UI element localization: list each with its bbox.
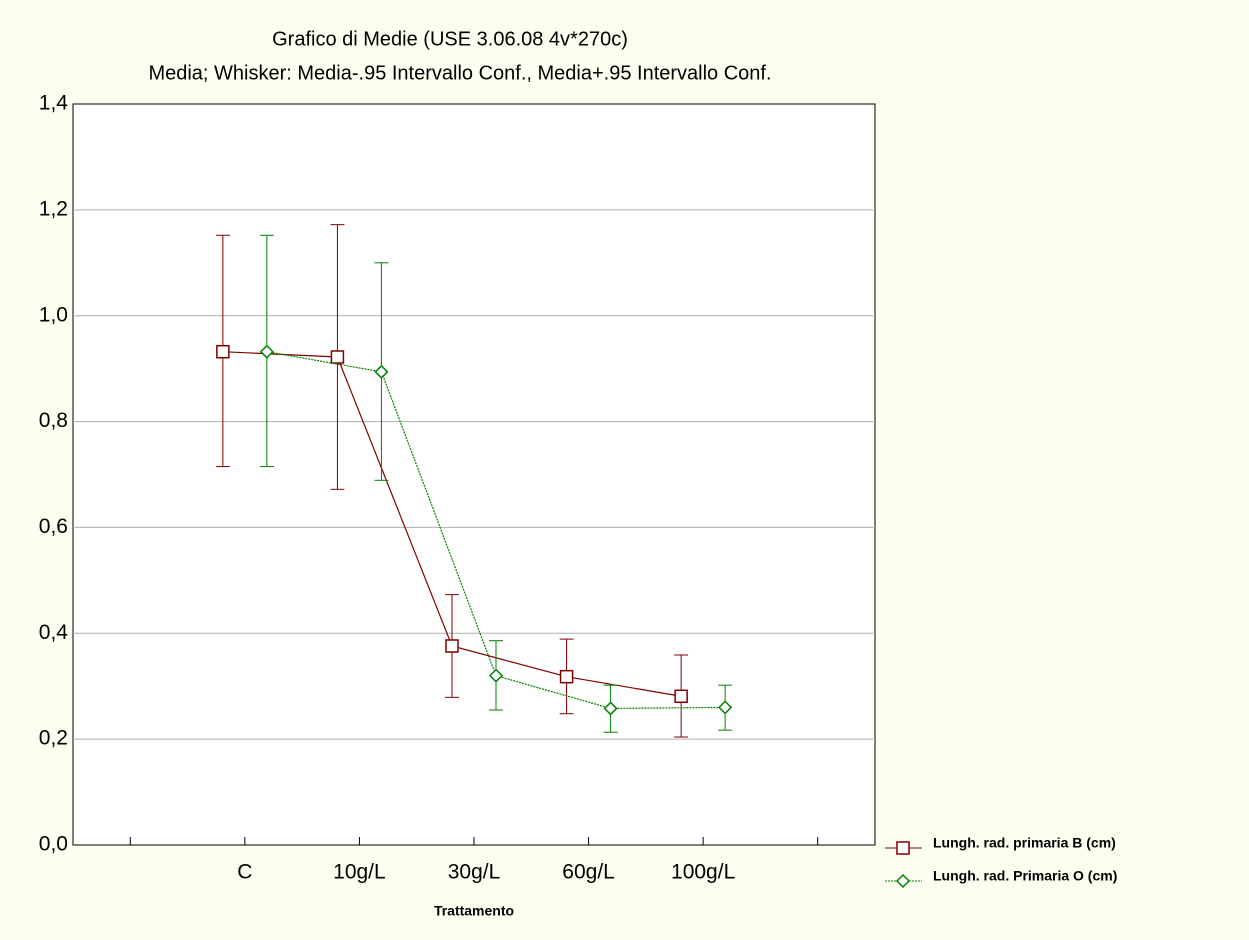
chart-title: Grafico di Medie (USE 3.06.08 4v*270c) [272,28,628,50]
x-tick-label: 10g/L [333,861,386,884]
point [259,344,274,359]
x-tick-label: 30g/L [448,861,501,884]
y-tick-label: 0,4 [39,621,69,644]
y-tick-label: 0,2 [39,727,68,750]
legend-marker [895,873,911,889]
x-tick-label: C [237,861,252,884]
x-axis-label: Trattamento [434,903,514,919]
point [216,344,230,359]
plot-area [72,103,876,846]
point [330,350,345,364]
point [718,700,733,715]
x-tick-label: 100g/L [671,861,735,884]
point [559,669,574,684]
point [445,639,459,653]
y-tick-label: 0,6 [39,515,68,538]
point [488,668,504,683]
x-tick-label: 60g/L [562,861,615,884]
y-tick-label: 1,4 [39,92,69,115]
legend-label: Lungh. rad. Primaria O (cm) [933,868,1117,884]
y-tick-label: 0,8 [39,409,68,432]
point [674,689,688,704]
y-tick-label: 0,0 [39,833,68,856]
point [603,701,618,716]
point [374,364,389,379]
y-tick-label: 1,2 [39,197,68,220]
legend-marker [896,841,910,855]
legend-label: Lungh. rad. primaria B (cm) [933,835,1116,851]
chart-subtitle: Media; Whisker: Media-.95 Intervallo Con… [148,62,771,84]
y-tick-label: 1,0 [39,303,68,326]
